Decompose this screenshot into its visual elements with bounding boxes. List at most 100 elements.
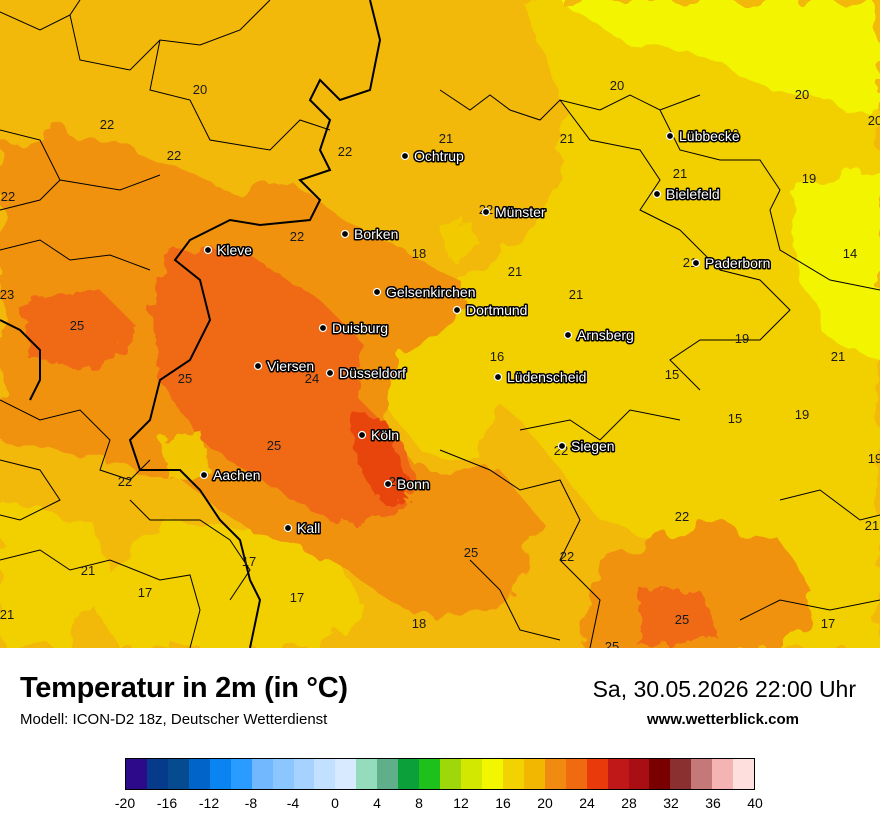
color-scale-segment bbox=[209, 759, 231, 789]
city-label: Kall bbox=[297, 520, 320, 536]
temperature-value: 25 bbox=[178, 371, 192, 386]
temperature-value: 19 bbox=[795, 407, 809, 422]
city-markers: Ochtrup Lübbecke Bielefeld Münster Borken Kle… bbox=[199, 127, 772, 538]
temperature-value: 19 bbox=[735, 331, 749, 346]
color-scale-tick: 20 bbox=[537, 795, 553, 811]
temperature-value: 21 bbox=[865, 518, 879, 533]
city-bielefeld: Bielefeld bbox=[652, 185, 721, 204]
temperature-value: 15 bbox=[665, 367, 679, 382]
temperature-value: 21 bbox=[560, 131, 574, 146]
model-info: Modell: ICON-D2 18z, Deutscher Wetterdie… bbox=[20, 711, 328, 728]
temperature-value: 22 bbox=[560, 549, 574, 564]
temperature-value: 25 bbox=[675, 612, 689, 627]
temperature-value: 18 bbox=[379, 366, 393, 381]
city-viersen: Viersen bbox=[253, 357, 316, 376]
city-label: Siegen bbox=[571, 438, 615, 454]
color-scale-segment bbox=[126, 759, 147, 789]
city-label: Lübbecke bbox=[679, 128, 740, 144]
city-dot-icon bbox=[318, 323, 328, 333]
city-dot-icon bbox=[691, 258, 701, 268]
color-scale-segment bbox=[628, 759, 650, 789]
temperature-value: 22 bbox=[118, 474, 132, 489]
map-title: Temperatur in 2m (in °C) bbox=[20, 672, 348, 704]
city-borken: Borken bbox=[340, 225, 400, 244]
city-label: Duisburg bbox=[332, 320, 388, 336]
color-scale-segment bbox=[356, 759, 378, 789]
temperature-value: 23 bbox=[0, 287, 14, 302]
border-lines bbox=[0, 0, 880, 649]
temperature-value: 17 bbox=[138, 585, 152, 600]
city-ochtrup: Ochtrup bbox=[400, 147, 466, 166]
color-scale-tick: 40 bbox=[747, 795, 763, 811]
temperature-value: 20 bbox=[725, 126, 739, 141]
temperature-value: 22 bbox=[675, 509, 689, 524]
color-scale-segment bbox=[146, 759, 168, 789]
temperature-value: 25 bbox=[605, 639, 619, 648]
temperature-value: 17 bbox=[290, 590, 304, 605]
city-label: Münster bbox=[495, 204, 546, 220]
city-siegen: Siegen bbox=[557, 437, 616, 456]
color-scale bbox=[125, 758, 755, 790]
color-scale-segment bbox=[230, 759, 252, 789]
color-scale-segment bbox=[523, 759, 545, 789]
color-scale-tick: -4 bbox=[286, 795, 300, 811]
city-dot-icon bbox=[652, 189, 662, 199]
color-scale-segment bbox=[607, 759, 629, 789]
temperature-value: 18 bbox=[412, 246, 426, 261]
temperature-value: 22 bbox=[290, 229, 304, 244]
color-scale-segment bbox=[293, 759, 315, 789]
temperature-value: 15 bbox=[728, 411, 742, 426]
color-scale-tick: -12 bbox=[198, 795, 220, 811]
temperature-value: 16 bbox=[490, 349, 504, 364]
city-dot-icon bbox=[283, 523, 293, 533]
city-kall: Kall bbox=[283, 519, 322, 538]
city-kleve: Kleve bbox=[203, 241, 254, 260]
forecast-datetime: Sa, 30.05.2026 22:00 Uhr bbox=[592, 676, 856, 702]
temperature-value: 25 bbox=[464, 545, 478, 560]
city-dot-icon bbox=[253, 361, 263, 371]
color-scale-tick: 28 bbox=[621, 795, 637, 811]
legend-footer: Temperatur in 2m (in °C) Modell: ICON-D2… bbox=[0, 648, 880, 830]
city-lbbecke: Lübbecke bbox=[665, 127, 741, 146]
temperature-value: 25 bbox=[70, 318, 84, 333]
temperature-value: 22 bbox=[167, 148, 181, 163]
city-label: Aachen bbox=[213, 467, 260, 483]
temperature-value: 21 bbox=[81, 563, 95, 578]
color-scale-segment bbox=[502, 759, 524, 789]
city-dsseldorf: Düsseldorf bbox=[325, 364, 408, 383]
color-scale-tick: 24 bbox=[579, 795, 595, 811]
city-dot-icon bbox=[199, 470, 209, 480]
city-dot-icon bbox=[203, 245, 213, 255]
color-scale-tick: -16 bbox=[156, 795, 178, 811]
city-dot-icon bbox=[563, 330, 573, 340]
city-dot-icon bbox=[493, 372, 503, 382]
temperature-values: 20 20 20 20 22 21 21 20 22 22 21 19 22 22 22 18 14 21 21 23… bbox=[0, 78, 880, 654]
temperature-value: 24 bbox=[305, 371, 319, 386]
city-duisburg: Duisburg bbox=[318, 319, 390, 338]
temperature-value: 20 bbox=[795, 87, 809, 102]
city-dot-icon bbox=[481, 207, 491, 217]
color-scale-segment bbox=[461, 759, 482, 789]
city-dortmund: Dortmund bbox=[452, 301, 529, 320]
color-scale-segment bbox=[440, 759, 461, 789]
color-scale-segment bbox=[733, 759, 755, 789]
website-link[interactable]: www.wetterblick.com bbox=[647, 711, 799, 728]
color-scale-segment bbox=[691, 759, 713, 789]
color-scale-ticks: -20 -16 -12 -8 -4 0 4 8 12 16 20 24 28 32 36 40 bbox=[115, 795, 763, 815]
color-scale-tick: 36 bbox=[705, 795, 721, 811]
city-dot-icon bbox=[557, 441, 567, 451]
city-kln: Köln bbox=[357, 426, 401, 445]
city-label: Kleve bbox=[217, 242, 252, 258]
color-scale-tick: -8 bbox=[244, 795, 258, 811]
temperature-value: 22 bbox=[100, 117, 114, 132]
color-scale-tick: 16 bbox=[495, 795, 511, 811]
temperature-value: 17 bbox=[242, 554, 256, 569]
color-scale-segment bbox=[314, 759, 336, 789]
temperature-value: 21 bbox=[508, 264, 522, 279]
city-label: Borken bbox=[354, 226, 398, 242]
city-label: Köln bbox=[371, 427, 399, 443]
city-dot-icon bbox=[452, 305, 462, 315]
color-scale-segment bbox=[586, 759, 608, 789]
temperature-value: 21 bbox=[439, 131, 453, 146]
city-bonn: Bonn bbox=[383, 475, 431, 494]
